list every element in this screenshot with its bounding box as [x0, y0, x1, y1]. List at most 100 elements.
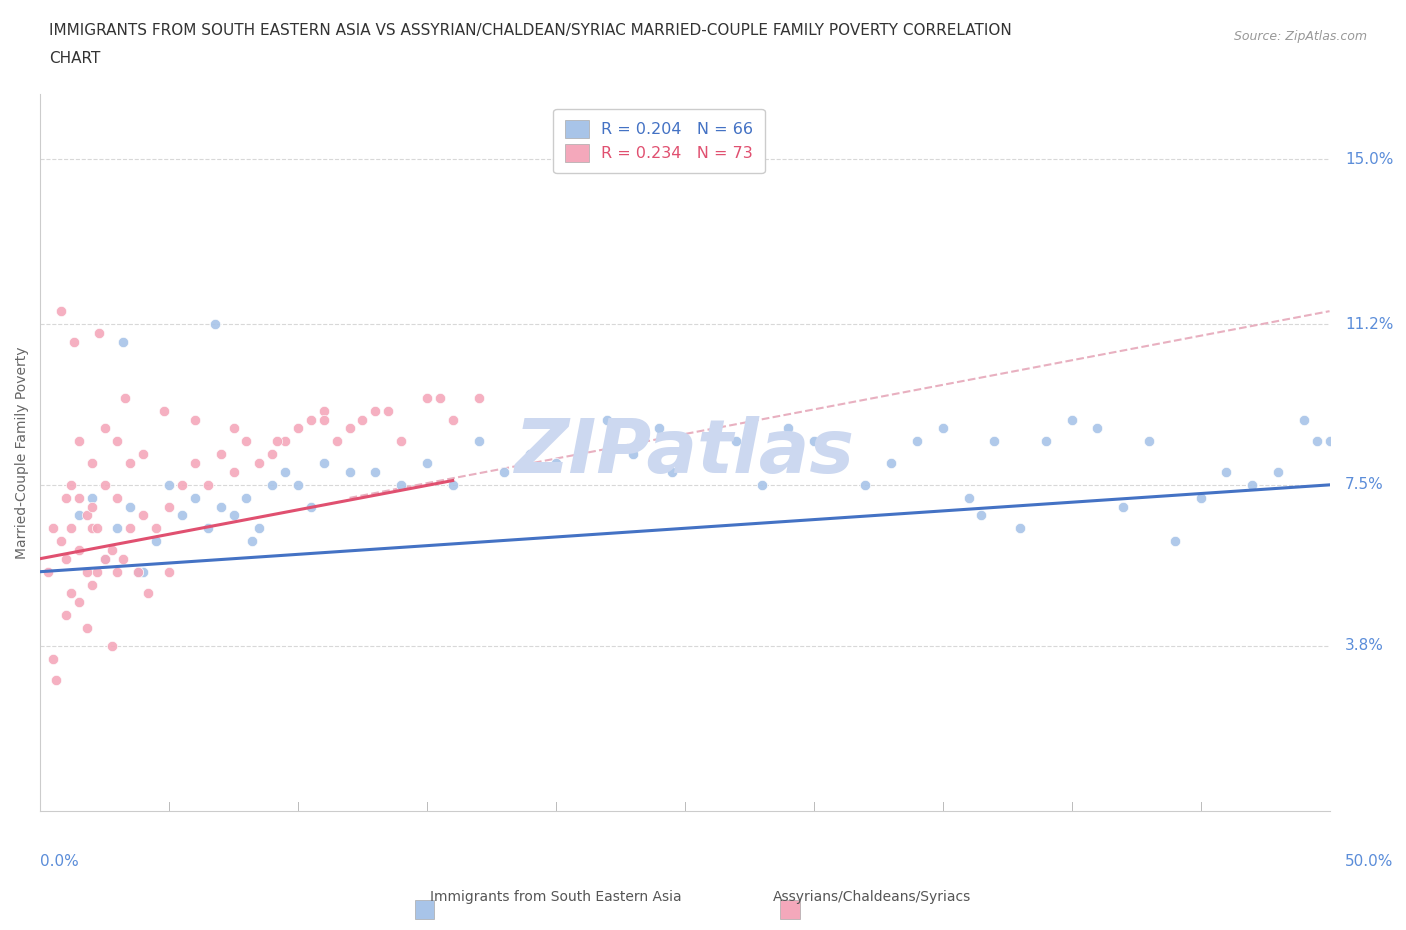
Text: 11.2%: 11.2% [1346, 317, 1393, 332]
Point [170, 508, 193, 523]
Text: 7.5%: 7.5% [1346, 477, 1384, 492]
Legend: R = 0.204   N = 66, R = 0.234   N = 73: R = 0.204 N = 66, R = 0.234 N = 73 [554, 109, 765, 173]
Point [145, 534, 167, 549]
Point [80, 521, 103, 536]
Text: ZIPatlas: ZIPatlas [515, 416, 855, 489]
Point [312, 404, 335, 418]
Point [55, 607, 77, 622]
Point [120, 499, 142, 514]
Point [287, 421, 309, 436]
Point [441, 477, 464, 492]
Point [197, 477, 219, 492]
Point [571, 434, 593, 449]
Point [107, 521, 129, 536]
Point [287, 477, 309, 492]
Point [49, 534, 72, 549]
Point [1060, 412, 1083, 427]
Point [93, 551, 115, 566]
Point [828, 447, 851, 462]
Point [42, 521, 65, 536]
Point [266, 434, 288, 449]
Point [204, 317, 226, 332]
Point [138, 586, 160, 601]
Point [1292, 412, 1315, 427]
Point [67, 542, 90, 557]
Point [389, 477, 412, 492]
Point [76, 620, 98, 635]
Point [751, 477, 773, 492]
Point [157, 477, 180, 492]
Point [803, 434, 825, 449]
Point [262, 477, 284, 492]
Point [1305, 434, 1327, 449]
Point [957, 490, 980, 505]
Point [389, 434, 412, 449]
Point [467, 391, 489, 405]
Text: Assyrians/Chaldeans/Syriacs: Assyrians/Chaldeans/Syriacs [772, 890, 972, 904]
Point [621, 447, 644, 462]
Point [111, 334, 134, 349]
Point [1267, 464, 1289, 479]
Point [364, 464, 387, 479]
Point [49, 304, 72, 319]
Point [880, 456, 903, 471]
Point [120, 521, 142, 536]
Point [93, 477, 115, 492]
Point [416, 391, 439, 405]
Point [120, 456, 142, 471]
Point [853, 477, 876, 492]
Point [157, 499, 180, 514]
Point [1215, 464, 1237, 479]
Point [170, 477, 193, 492]
Point [153, 404, 176, 418]
Point [1189, 490, 1212, 505]
Point [1010, 521, 1032, 536]
Point [364, 404, 387, 418]
Point [519, 447, 541, 462]
Point [1087, 421, 1109, 436]
Point [80, 578, 103, 592]
Point [983, 434, 1005, 449]
Point [339, 464, 361, 479]
Point [184, 456, 207, 471]
Point [274, 434, 297, 449]
Point [60, 521, 83, 536]
Point [76, 508, 98, 523]
Point [86, 565, 108, 579]
Point [67, 434, 90, 449]
Point [93, 551, 115, 566]
Point [197, 521, 219, 536]
Point [209, 447, 232, 462]
Point [299, 412, 322, 427]
Point [37, 565, 59, 579]
Point [222, 508, 245, 523]
Point [312, 456, 335, 471]
Point [101, 542, 124, 557]
Text: Immigrants from South Eastern Asia: Immigrants from South Eastern Asia [430, 890, 681, 904]
Point [80, 456, 103, 471]
Point [544, 456, 567, 471]
Point [60, 586, 83, 601]
Point [725, 434, 748, 449]
Point [235, 490, 257, 505]
Point [132, 508, 155, 523]
Point [905, 434, 928, 449]
Text: 0.0%: 0.0% [41, 854, 79, 869]
Point [62, 334, 84, 349]
Point [1241, 477, 1264, 492]
Point [107, 490, 129, 505]
Point [222, 464, 245, 479]
Point [299, 499, 322, 514]
Point [42, 651, 65, 666]
Text: CHART: CHART [49, 51, 101, 66]
Point [60, 477, 83, 492]
Point [673, 434, 696, 449]
Point [55, 551, 77, 566]
Point [76, 565, 98, 579]
Point [107, 434, 129, 449]
Point [127, 565, 149, 579]
Point [1137, 434, 1160, 449]
Point [648, 421, 671, 436]
Point [80, 490, 103, 505]
Point [274, 464, 297, 479]
